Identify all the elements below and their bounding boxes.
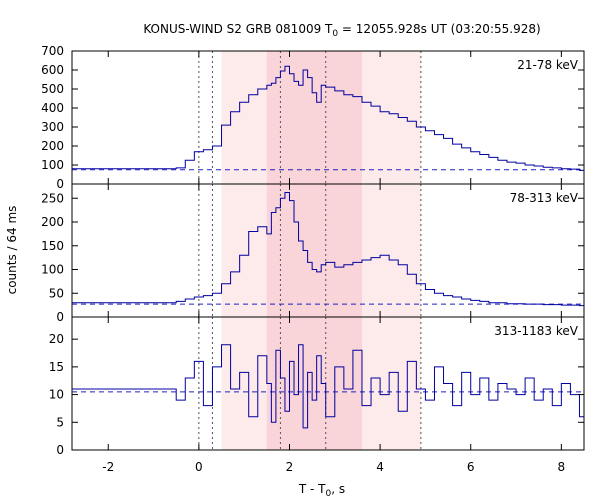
lightcurve-78-313-keV [72,192,584,307]
x-tick-label: 6 [467,460,475,474]
x-tick-label: 4 [376,460,384,474]
y-tick-label: 0 [56,177,64,191]
y-tick-label: 0 [56,443,64,457]
vertical-time-markers [198,51,422,450]
y-tick-label: 100 [41,158,64,172]
y-tick-label: 10 [49,388,64,402]
y-tick-label: 20 [49,332,64,346]
energy-band-label: 78-313 keV [510,191,579,205]
y-tick-label: 0 [56,310,64,324]
x-tick-label: 0 [195,460,203,474]
shaded-band-dark [266,184,362,317]
axis-ticks [72,50,584,451]
y-tick-label: 15 [49,360,64,374]
shaded-band-dark [266,51,362,184]
y-tick-label: 700 [41,44,64,58]
x-axis-label: T - T0, s [298,482,345,499]
chart-title-subscript: 0 [332,29,338,39]
panel-frame [71,316,585,451]
energy-band-label: 313-1183 keV [494,324,578,338]
energy-band-label: 21-78 keV [517,58,579,72]
y-tick-label: 500 [41,82,64,96]
y-tick-label: 5 [56,415,64,429]
x-axis-label-subscript: 0 [326,489,332,499]
panel-frames [71,50,585,451]
chart-title-rest: = 12055.928s UT (03:20:55.928) [338,22,541,36]
y-tick-label: 100 [41,263,64,277]
y-axis-label: counts / 64 ms [5,206,19,295]
x-tick-label: -2 [102,460,114,474]
y-tick-label: 600 [41,63,64,77]
x-axis-label-rest: , s [331,482,345,496]
chart-title: KONUS-WIND S2 GRB 081009 T0 = 12055.928s… [143,22,540,39]
shaded-intervals [221,51,421,450]
y-tick-label: 400 [41,101,64,115]
chart-title-main: KONUS-WIND S2 GRB 081009 T [143,22,333,36]
y-tick-label: 200 [41,139,64,153]
shaded-band-dark [266,317,362,450]
y-tick-label: 200 [41,215,64,229]
lightcurve-series [72,65,584,429]
y-tick-label: 50 [49,286,64,300]
lightcurve-313-1183-keV [72,344,584,429]
x-axis-label-main: T - T [298,482,326,496]
x-tick-label: 2 [286,460,294,474]
y-tick-label: 150 [41,239,64,253]
y-tick-label: 250 [41,191,64,205]
y-tick-label: 300 [41,120,64,134]
x-tick-label: 8 [558,460,566,474]
lightcurve-21-78-keV [72,65,584,171]
